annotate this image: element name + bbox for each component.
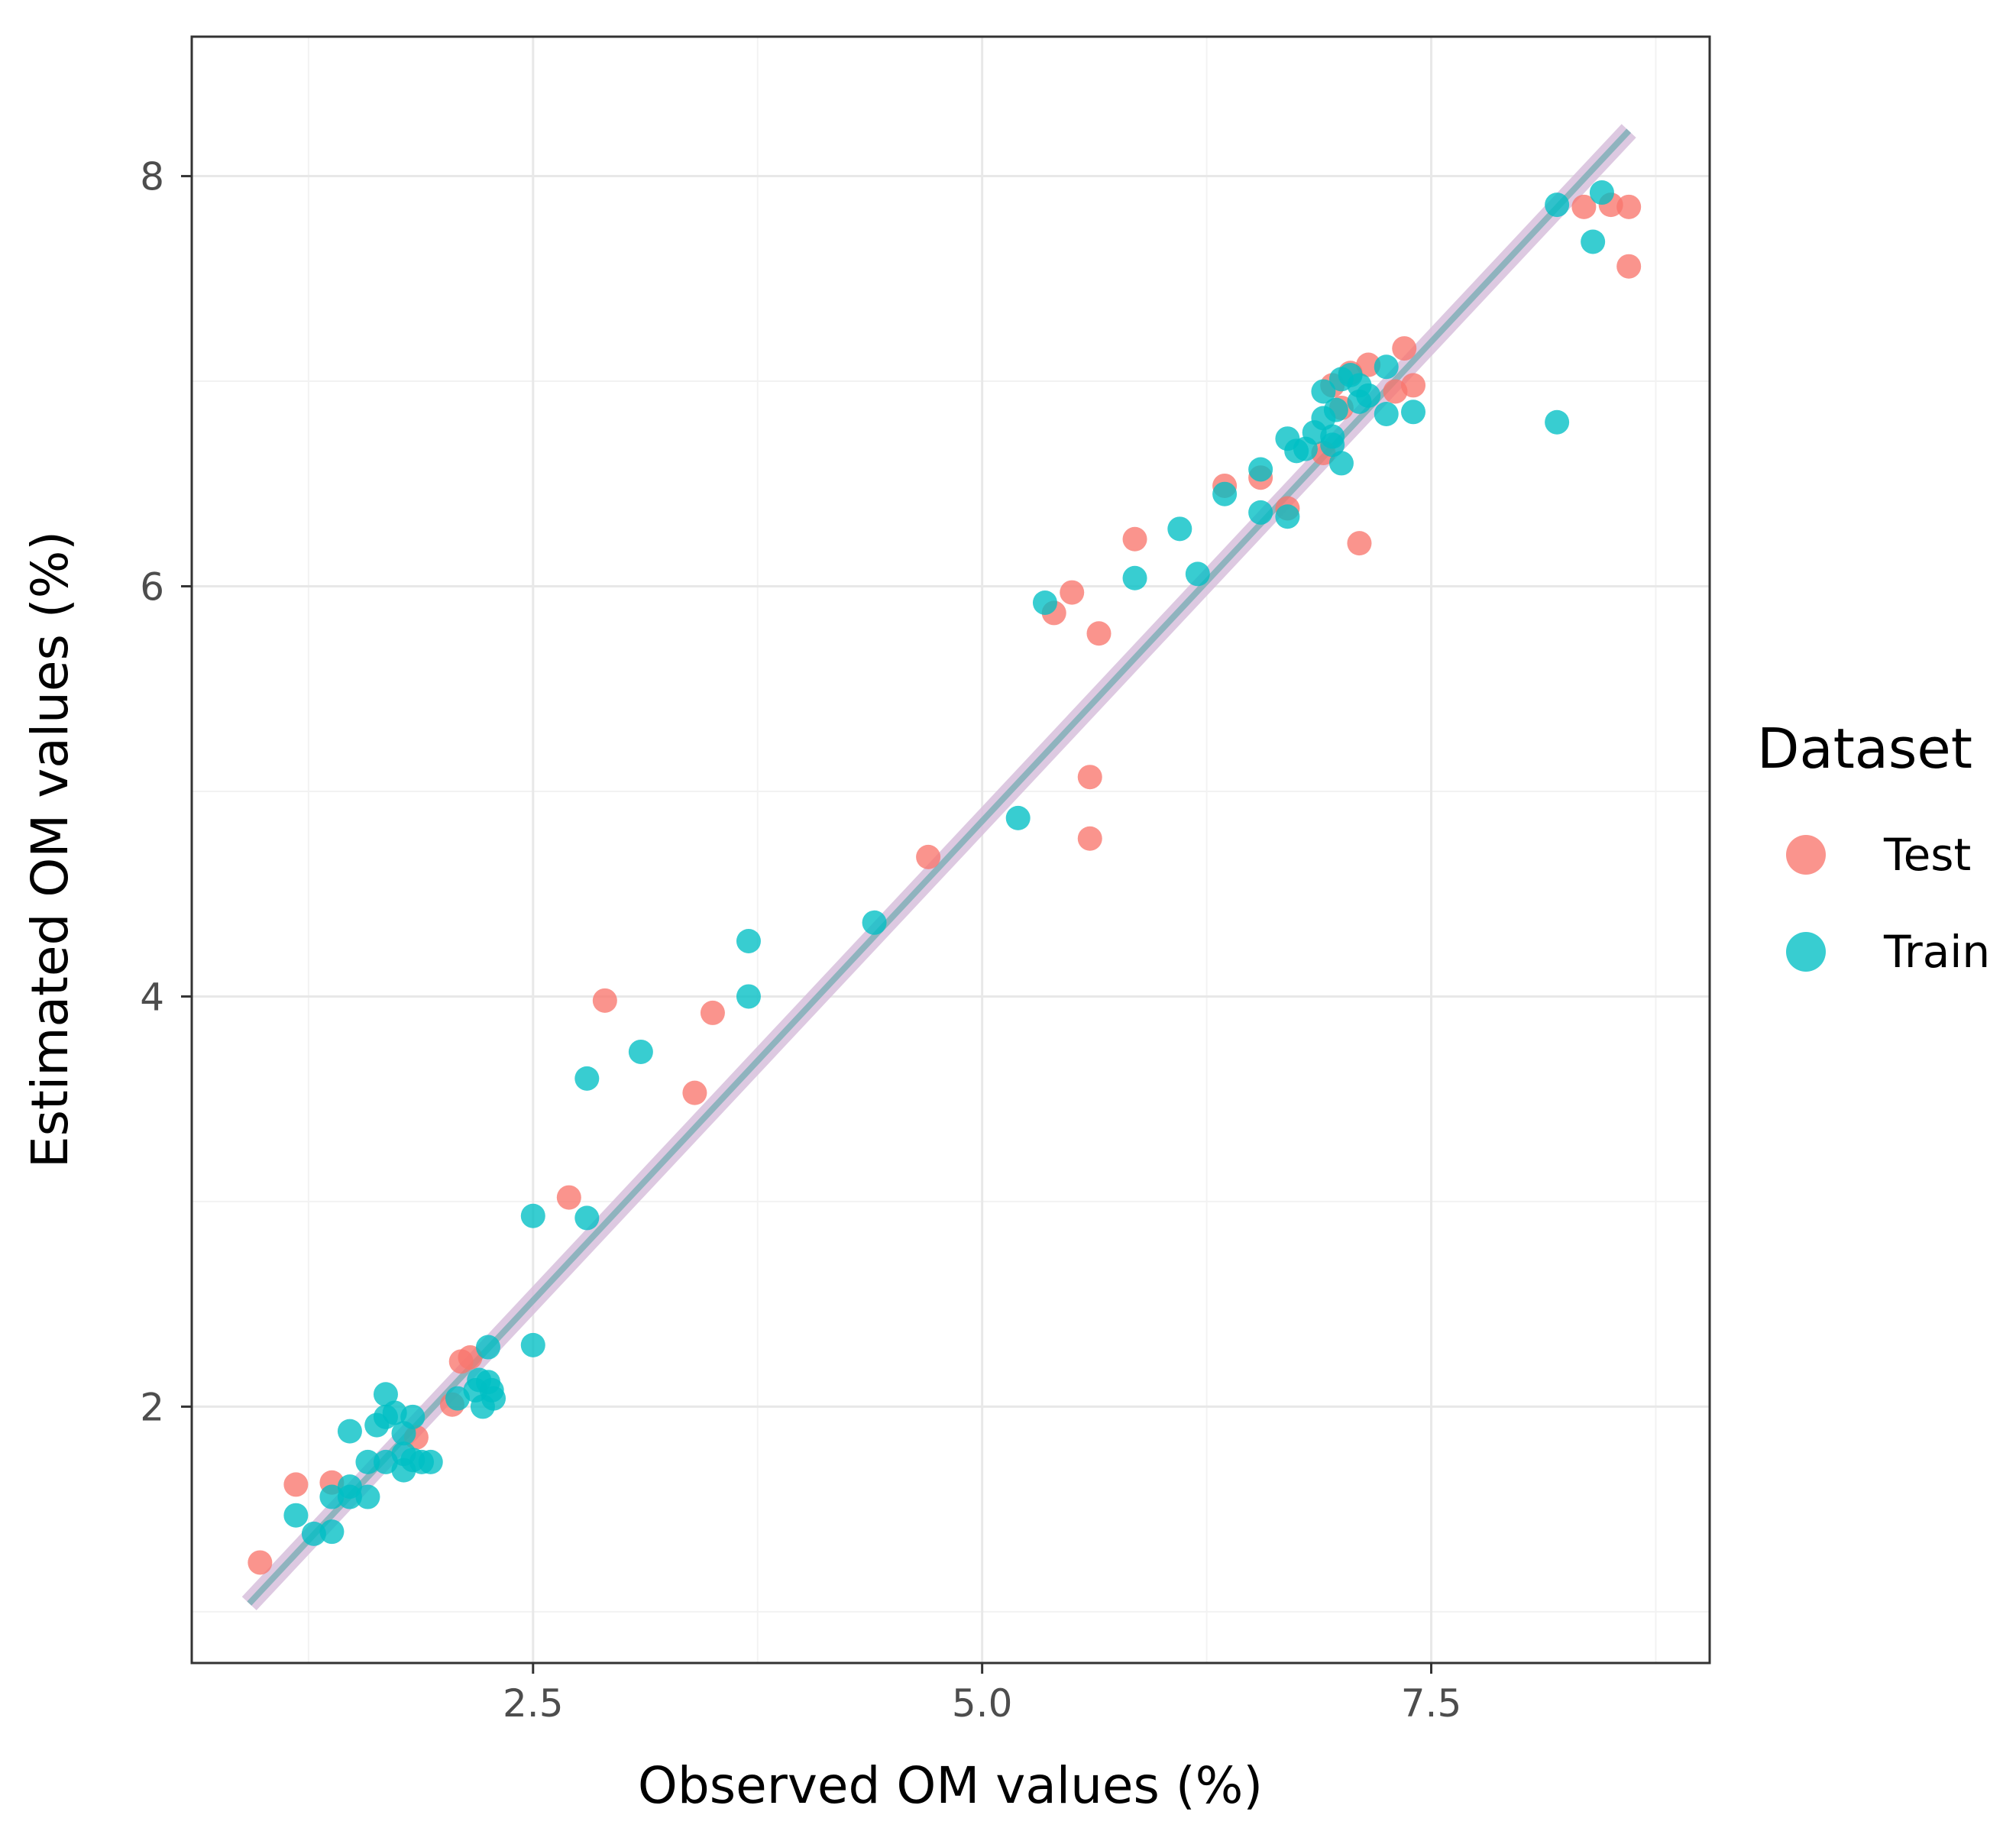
- data-point-test: [700, 1000, 725, 1025]
- data-point-train: [283, 1503, 309, 1528]
- data-point-train: [481, 1386, 506, 1411]
- legend-label-test: Test: [1883, 829, 1971, 881]
- data-point-train: [337, 1474, 362, 1500]
- legend-label-train: Train: [1883, 926, 1990, 978]
- data-point-test: [1392, 336, 1417, 361]
- y-tick-label: 4: [140, 975, 164, 1019]
- data-point-train: [355, 1449, 380, 1474]
- data-point-train: [574, 1066, 600, 1091]
- data-point-test: [283, 1472, 309, 1497]
- data-point-test: [1077, 765, 1102, 790]
- data-point-train: [1374, 354, 1399, 380]
- data-point-train: [1248, 500, 1273, 525]
- data-point-test: [1356, 352, 1381, 377]
- data-point-train: [301, 1521, 326, 1546]
- data-point-test: [1616, 254, 1642, 279]
- y-axis-title: Estimated OM values (%): [21, 531, 79, 1168]
- data-point-train: [319, 1519, 345, 1545]
- data-point-train: [1589, 180, 1614, 205]
- data-point-test: [1077, 826, 1102, 851]
- data-point-test: [1571, 194, 1597, 219]
- data-point-train: [1545, 193, 1570, 218]
- data-point-train: [373, 1382, 398, 1407]
- data-point-test: [1616, 194, 1642, 219]
- data-point-train: [1212, 481, 1238, 506]
- data-point-test: [1347, 531, 1372, 556]
- data-point-test: [682, 1080, 707, 1105]
- data-point-train: [736, 928, 761, 953]
- data-point-test: [1401, 373, 1426, 398]
- data-point-test: [592, 988, 617, 1013]
- y-tick-label: 8: [140, 155, 164, 199]
- data-point-train: [1581, 229, 1606, 254]
- data-point-train: [1374, 401, 1399, 426]
- legend-title: Dataset: [1757, 717, 1972, 781]
- y-tick-label: 6: [140, 565, 164, 610]
- x-tick-label: 7.5: [1401, 1681, 1462, 1726]
- legend-swatch-train: [1786, 932, 1826, 972]
- legend-swatch-test: [1786, 835, 1826, 875]
- data-point-train: [319, 1484, 345, 1509]
- data-point-train: [1401, 400, 1426, 425]
- data-point-train: [1248, 457, 1273, 482]
- legend: Dataset Test Train: [1757, 717, 1990, 978]
- data-point-train: [520, 1203, 545, 1228]
- data-point-train: [1122, 565, 1147, 590]
- data-point-test: [556, 1185, 581, 1210]
- y-tick-label: 2: [140, 1385, 164, 1429]
- data-point-train: [862, 910, 887, 935]
- data-point-train: [1185, 561, 1210, 587]
- data-point-train: [520, 1332, 545, 1357]
- data-point-train: [1328, 451, 1354, 476]
- data-point-train: [1032, 590, 1057, 615]
- y-axis-ticks: 2 4 6 8: [140, 155, 192, 1429]
- minor-gridlines: [192, 37, 1710, 1663]
- x-axis-ticks: 2.5 5.0 7.5: [503, 1663, 1461, 1726]
- data-point-train: [1167, 516, 1192, 542]
- data-point-train: [1005, 805, 1031, 830]
- x-tick-label: 5.0: [952, 1681, 1013, 1726]
- data-point-train: [337, 1419, 362, 1444]
- data-point-train: [1323, 397, 1348, 422]
- data-point-train: [1275, 504, 1300, 529]
- data-point-train: [355, 1484, 380, 1509]
- data-points: [248, 180, 1642, 1575]
- legend-item-train: Train: [1786, 926, 1990, 978]
- data-point-test: [458, 1344, 483, 1370]
- data-point-train: [400, 1404, 426, 1429]
- x-axis-title: Observed OM values (%): [638, 1756, 1263, 1815]
- data-point-train: [1320, 424, 1345, 449]
- data-point-test: [248, 1550, 273, 1575]
- data-point-test: [1060, 580, 1085, 605]
- data-point-train: [1356, 383, 1381, 408]
- major-gridlines: [192, 37, 1710, 1663]
- data-point-train: [418, 1449, 443, 1474]
- data-point-train: [628, 1039, 653, 1064]
- x-tick-label: 2.5: [503, 1681, 564, 1726]
- data-point-train: [574, 1205, 600, 1231]
- data-point-train: [736, 984, 761, 1009]
- data-point-train: [475, 1335, 500, 1360]
- data-point-test: [916, 844, 941, 869]
- data-point-test: [1086, 621, 1112, 646]
- data-point-train: [1545, 409, 1570, 435]
- legend-item-test: Test: [1786, 829, 1971, 881]
- plot-panel-border: [190, 35, 1711, 1665]
- data-point-train: [1311, 379, 1336, 404]
- data-point-test: [1122, 526, 1147, 552]
